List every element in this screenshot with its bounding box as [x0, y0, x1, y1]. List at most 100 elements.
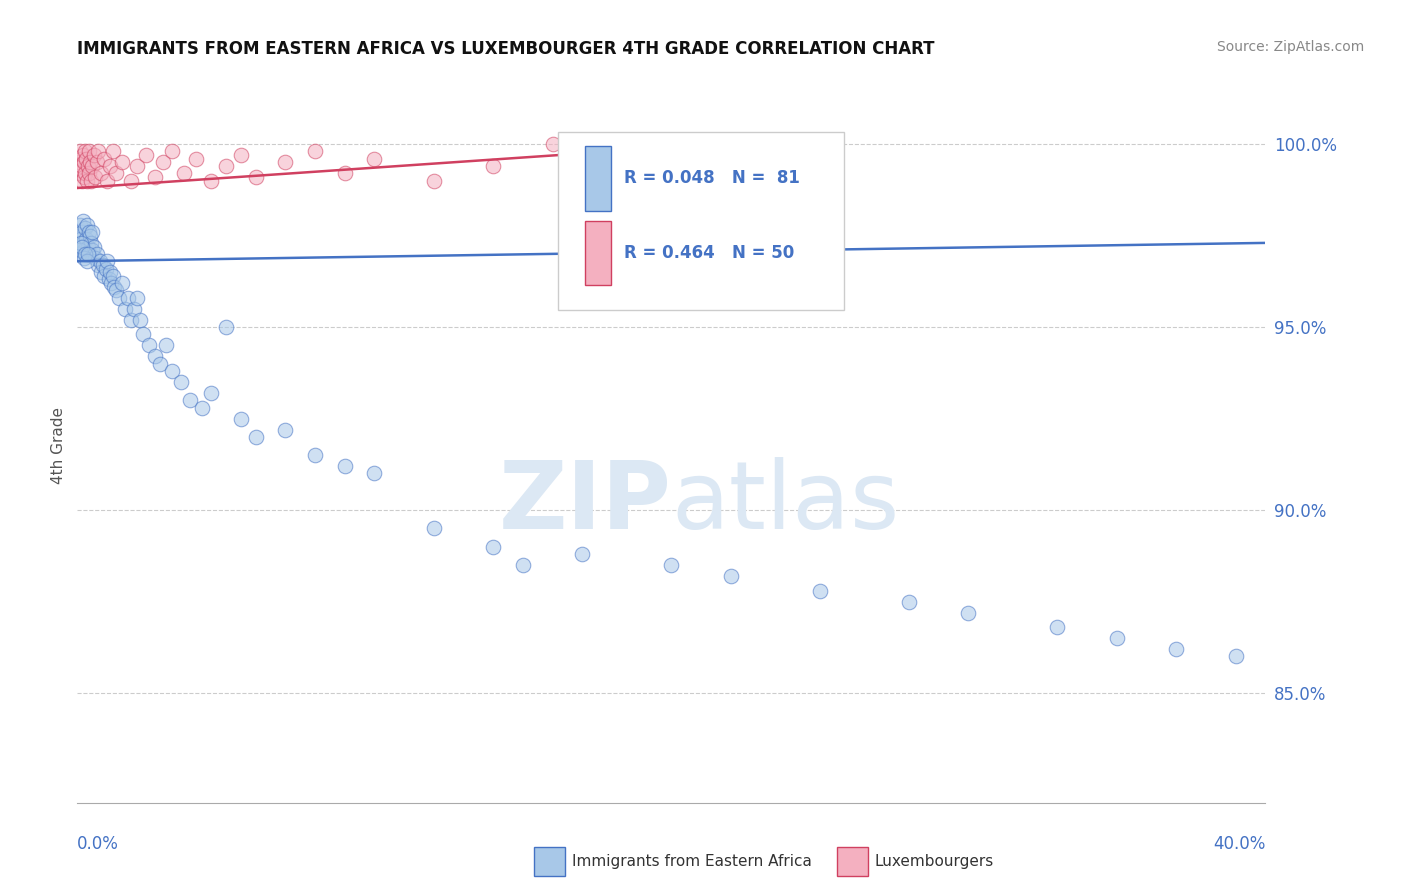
- Point: [70, 152, 93, 166]
- Point: [73, 244, 96, 258]
- Point: [75, 247, 97, 261]
- Point: [67, 155, 90, 169]
- Point: [1166, 642, 1188, 657]
- Point: [179, 393, 201, 408]
- Point: [70, 174, 93, 188]
- Point: [82, 225, 104, 239]
- Point: [808, 583, 831, 598]
- Point: [73, 145, 96, 159]
- Point: [90, 265, 112, 279]
- Point: [70, 225, 93, 239]
- Point: [101, 145, 124, 159]
- Point: [274, 155, 297, 169]
- Point: [86, 247, 108, 261]
- Point: [111, 155, 134, 169]
- Point: [274, 423, 297, 437]
- Point: [1225, 649, 1247, 664]
- Point: [73, 155, 96, 169]
- Point: [215, 159, 238, 173]
- Text: 0.0%: 0.0%: [77, 835, 120, 853]
- Point: [73, 221, 96, 235]
- Point: [72, 235, 94, 250]
- Point: [104, 166, 127, 180]
- Point: [111, 276, 134, 290]
- Point: [162, 364, 184, 378]
- Point: [152, 155, 174, 169]
- Point: [83, 148, 105, 162]
- Point: [103, 280, 125, 294]
- Point: [155, 338, 177, 352]
- Text: IMMIGRANTS FROM EASTERN AFRICA VS LUXEMBOURGER 4TH GRADE CORRELATION CHART: IMMIGRANTS FROM EASTERN AFRICA VS LUXEMB…: [77, 40, 935, 58]
- Point: [191, 401, 214, 415]
- Point: [98, 265, 121, 279]
- Point: [138, 338, 160, 352]
- Point: [149, 357, 172, 371]
- Point: [363, 152, 385, 166]
- Point: [333, 166, 356, 180]
- Point: [69, 244, 91, 258]
- Point: [77, 225, 100, 239]
- Point: [98, 159, 121, 173]
- Point: [87, 145, 110, 159]
- Point: [86, 155, 108, 169]
- Text: atlas: atlas: [672, 457, 900, 549]
- Point: [70, 232, 93, 246]
- Point: [80, 174, 103, 188]
- Text: ZIP: ZIP: [499, 457, 672, 549]
- Text: Immigrants from Eastern Africa: Immigrants from Eastern Africa: [572, 855, 813, 869]
- Point: [76, 218, 98, 232]
- Point: [482, 159, 505, 173]
- Point: [94, 261, 117, 276]
- Point: [661, 558, 683, 572]
- Point: [170, 375, 193, 389]
- Point: [84, 251, 107, 265]
- Bar: [585, 221, 610, 285]
- Text: 40.0%: 40.0%: [1213, 835, 1265, 853]
- Point: [304, 145, 326, 159]
- Point: [229, 148, 252, 162]
- Point: [108, 291, 131, 305]
- Point: [72, 159, 94, 173]
- FancyBboxPatch shape: [558, 132, 844, 310]
- Point: [423, 521, 446, 535]
- Point: [69, 228, 91, 243]
- Text: R = 0.048   N =  81: R = 0.048 N = 81: [624, 169, 800, 187]
- Point: [89, 254, 111, 268]
- Point: [114, 301, 136, 316]
- Point: [720, 569, 742, 583]
- Point: [75, 152, 97, 166]
- Point: [1046, 620, 1069, 634]
- Point: [80, 235, 103, 250]
- Point: [90, 166, 112, 180]
- Point: [96, 254, 118, 268]
- Point: [79, 228, 101, 243]
- Point: [143, 169, 166, 184]
- Point: [67, 166, 90, 180]
- Point: [72, 169, 94, 184]
- Point: [100, 276, 122, 290]
- Point: [131, 327, 153, 342]
- Point: [304, 448, 326, 462]
- Point: [135, 148, 157, 162]
- Point: [76, 174, 98, 188]
- Point: [1105, 631, 1128, 645]
- Point: [125, 159, 148, 173]
- Point: [93, 152, 115, 166]
- Point: [245, 169, 267, 184]
- Point: [77, 166, 100, 180]
- Point: [76, 159, 98, 173]
- Point: [143, 349, 166, 363]
- Point: [77, 247, 100, 261]
- Point: [83, 239, 105, 253]
- Point: [79, 155, 101, 169]
- Point: [541, 137, 564, 152]
- Point: [67, 247, 90, 261]
- Point: [200, 386, 222, 401]
- Point: [84, 169, 107, 184]
- Point: [122, 301, 145, 316]
- Point: [96, 174, 118, 188]
- Point: [72, 251, 94, 265]
- Point: [125, 291, 148, 305]
- Point: [128, 312, 150, 326]
- Point: [70, 235, 93, 250]
